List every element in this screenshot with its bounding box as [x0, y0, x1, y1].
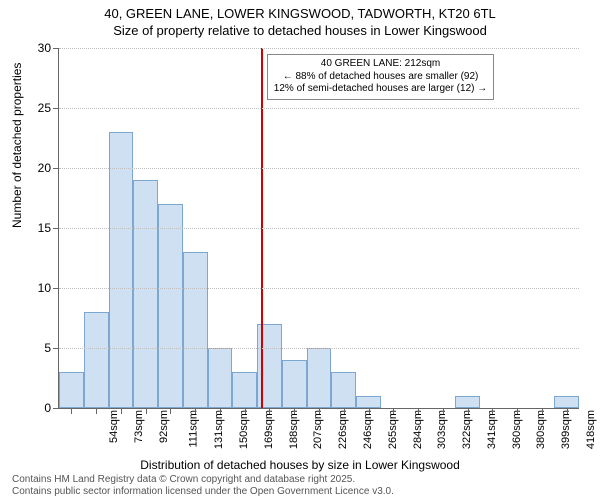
y-tick — [53, 48, 59, 49]
y-tick — [53, 228, 59, 229]
y-tick-label: 0 — [44, 401, 51, 415]
x-tick — [418, 408, 419, 414]
y-tick-label: 25 — [38, 101, 51, 115]
x-tick-label: 265sqm — [387, 410, 399, 449]
x-tick-label: 246sqm — [362, 410, 374, 449]
x-tick-label: 380sqm — [535, 410, 547, 449]
histogram-bar — [109, 132, 134, 408]
histogram-bar — [158, 204, 183, 408]
x-tick — [319, 408, 320, 414]
x-tick — [195, 408, 196, 414]
x-tick-label: 150sqm — [238, 410, 250, 449]
x-tick-label: 322sqm — [461, 410, 473, 449]
attribution-line2: Contains public sector information licen… — [12, 486, 394, 498]
x-tick — [269, 408, 270, 414]
y-tick-label: 15 — [38, 221, 51, 235]
x-tick — [492, 408, 493, 414]
x-tick — [393, 408, 394, 414]
y-tick-label: 5 — [44, 341, 51, 355]
x-tick-label: 188sqm — [288, 410, 300, 449]
histogram-bar — [84, 312, 109, 408]
x-tick-label: 284sqm — [412, 410, 424, 449]
x-tick — [468, 408, 469, 414]
gridline — [59, 348, 579, 349]
y-tick-label: 20 — [38, 161, 51, 175]
gridline — [59, 48, 579, 49]
x-tick-label: 169sqm — [263, 410, 275, 449]
x-tick — [542, 408, 543, 414]
annotation-line1: 40 GREEN LANE: 212sqm — [274, 58, 487, 71]
gridline — [59, 108, 579, 109]
title-line1: 40, GREEN LANE, LOWER KINGSWOOD, TADWORT… — [0, 6, 600, 23]
x-tick — [369, 408, 370, 414]
histogram-bar — [183, 252, 208, 408]
gridline — [59, 168, 579, 169]
x-tick-label: 73sqm — [133, 410, 145, 443]
y-tick — [53, 108, 59, 109]
attribution: Contains HM Land Registry data © Crown c… — [12, 474, 394, 498]
y-tick-label: 10 — [38, 281, 51, 295]
histogram-bar — [307, 348, 332, 408]
attribution-line1: Contains HM Land Registry data © Crown c… — [12, 474, 394, 486]
histogram-bar — [356, 396, 381, 408]
title-line2: Size of property relative to detached ho… — [0, 23, 600, 40]
histogram-bar — [455, 396, 480, 408]
x-tick-label: 92sqm — [158, 410, 170, 443]
histogram-bar — [208, 348, 233, 408]
y-axis-title: Number of detached properties — [10, 63, 24, 228]
x-tick — [245, 408, 246, 414]
histogram-bar — [331, 372, 356, 408]
y-tick-label: 30 — [38, 41, 51, 55]
histogram-bar — [133, 180, 158, 408]
x-tick — [121, 408, 122, 414]
plot-area: 40 GREEN LANE: 212sqm ← 88% of detached … — [58, 48, 579, 409]
annotation-line2: ← 88% of detached houses are smaller (92… — [274, 71, 487, 84]
x-axis-title: Distribution of detached houses by size … — [0, 458, 600, 472]
histogram-bar — [59, 372, 84, 408]
chart-container: 40, GREEN LANE, LOWER KINGSWOOD, TADWORT… — [0, 0, 600, 500]
x-tick-label: 399sqm — [560, 410, 572, 449]
gridline — [59, 288, 579, 289]
x-tick-label: 54sqm — [108, 410, 120, 443]
x-tick — [517, 408, 518, 414]
chart-title: 40, GREEN LANE, LOWER KINGSWOOD, TADWORT… — [0, 0, 600, 40]
x-tick-label: 207sqm — [313, 410, 325, 449]
x-tick-label: 226sqm — [337, 410, 349, 449]
x-tick — [220, 408, 221, 414]
x-tick — [170, 408, 171, 414]
x-tick-label: 111sqm — [187, 410, 199, 448]
histogram-bar — [232, 372, 257, 408]
x-tick — [294, 408, 295, 414]
x-tick — [344, 408, 345, 414]
x-tick-label: 303sqm — [436, 410, 448, 449]
y-tick — [53, 348, 59, 349]
y-tick — [53, 408, 59, 409]
annotation-box: 40 GREEN LANE: 212sqm ← 88% of detached … — [267, 54, 494, 100]
x-tick-label: 131sqm — [214, 410, 226, 449]
x-tick — [443, 408, 444, 414]
gridline — [59, 228, 579, 229]
x-tick-label: 418sqm — [585, 410, 597, 449]
histogram-bar — [554, 396, 579, 408]
y-tick — [53, 288, 59, 289]
x-tick — [146, 408, 147, 414]
histogram-bar — [282, 360, 307, 408]
x-tick — [96, 408, 97, 414]
annotation-line3: 12% of semi-detached houses are larger (… — [274, 83, 487, 96]
x-tick-label: 341sqm — [486, 410, 498, 449]
y-tick — [53, 168, 59, 169]
x-tick — [567, 408, 568, 414]
x-tick — [71, 408, 72, 414]
x-tick-label: 360sqm — [511, 410, 523, 449]
